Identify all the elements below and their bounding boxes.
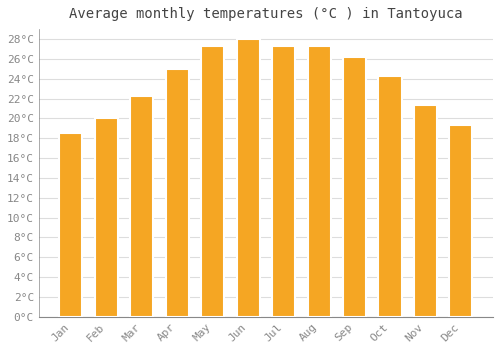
Bar bbox=[166, 69, 189, 317]
Bar bbox=[130, 96, 154, 317]
Bar bbox=[201, 46, 224, 317]
Bar bbox=[378, 76, 402, 317]
Bar bbox=[60, 133, 82, 317]
Title: Average monthly temperatures (°C ) in Tantoyuca: Average monthly temperatures (°C ) in Ta… bbox=[69, 7, 462, 21]
Bar bbox=[343, 57, 366, 317]
Bar bbox=[236, 39, 260, 317]
Bar bbox=[308, 46, 330, 317]
Bar bbox=[272, 46, 295, 317]
Bar bbox=[450, 125, 472, 317]
Bar bbox=[95, 118, 118, 317]
Bar bbox=[414, 105, 437, 317]
